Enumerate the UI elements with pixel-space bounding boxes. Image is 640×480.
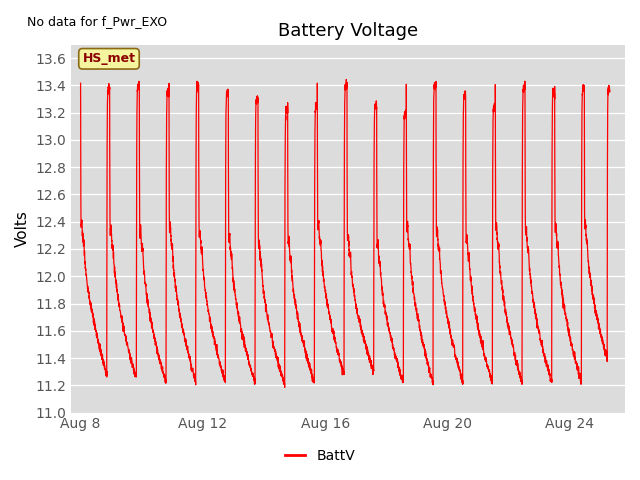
Text: HS_met: HS_met	[83, 52, 136, 65]
Title: Battery Voltage: Battery Voltage	[278, 22, 419, 40]
Y-axis label: Volts: Volts	[15, 210, 30, 247]
Text: No data for f_Pwr_EXO: No data for f_Pwr_EXO	[27, 15, 167, 28]
Legend: BattV: BattV	[279, 443, 361, 468]
